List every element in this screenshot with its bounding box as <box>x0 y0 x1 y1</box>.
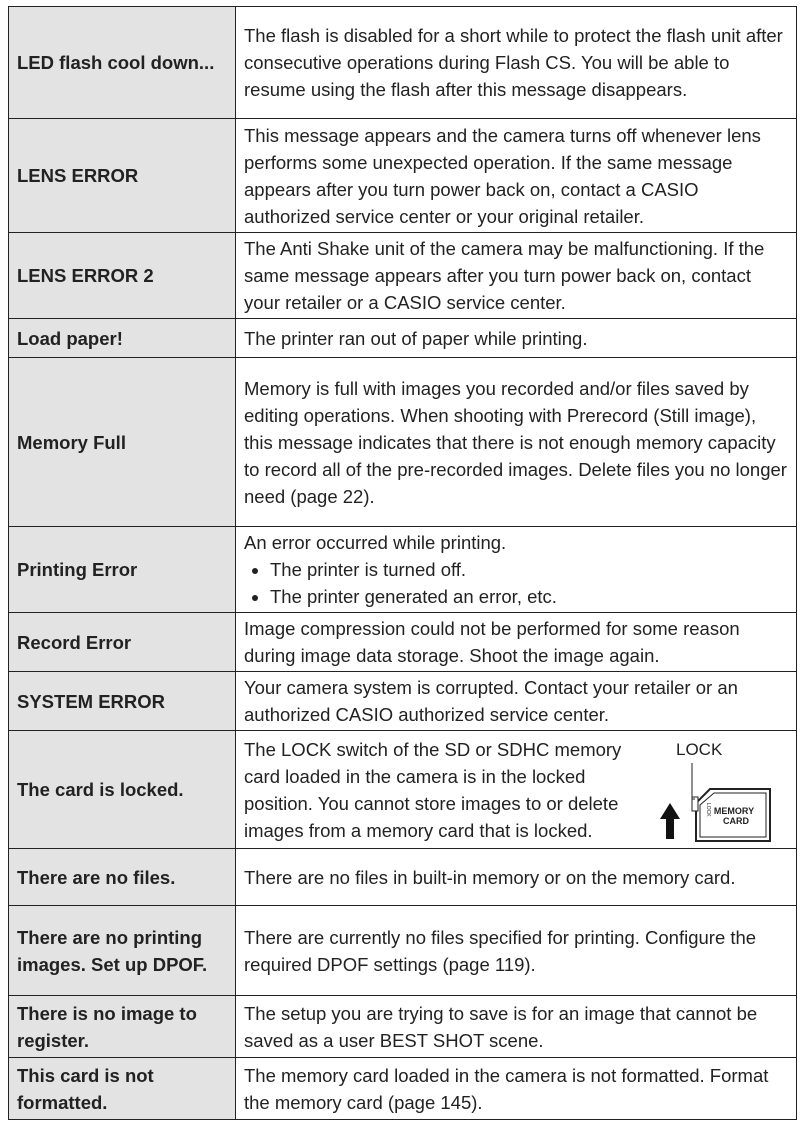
description: Memory is full with images you recorded … <box>244 377 787 507</box>
lock-switch <box>691 796 699 811</box>
description-cell: This message appears and the camera turn… <box>235 118 797 233</box>
lock-label: LOCK <box>676 740 723 759</box>
message-cell: Record Error <box>8 612 236 672</box>
table-row: Memory Full Memory is full with images yo… <box>8 357 797 527</box>
description-cell: Memory is full with images you recorded … <box>235 357 797 527</box>
card-text: MEMORY <box>714 806 754 816</box>
table-row: There are no files. There are no files in… <box>8 848 797 906</box>
description: The LOCK switch of the SD or SDHC memory… <box>244 738 622 841</box>
message-cell: There is no image to register. <box>8 995 236 1058</box>
description: This message appears and the camera turn… <box>244 124 761 227</box>
table-row: Load paper! The printer ran out of paper … <box>8 318 797 358</box>
error-table: LED flash cool down... The flash is disab… <box>8 6 797 1120</box>
message-cell: LENS ERROR 2 <box>8 232 236 319</box>
description: The setup you are trying to save is for … <box>244 1002 758 1051</box>
message-cell: There are no printing images. Set up DPO… <box>8 905 236 996</box>
description-cell: The printer ran out of paper while print… <box>235 318 797 358</box>
figure-wrap: The LOCK switch of the SD or SDHC memory… <box>244 735 788 845</box>
arrow <box>660 802 680 839</box>
bullet-item: The printer is turned off. <box>270 556 788 583</box>
description-cell: There are no files in built-in memory or… <box>235 848 797 906</box>
card-inner <box>699 792 767 837</box>
message-cell: There are no files. <box>8 848 236 906</box>
message-cell: SYSTEM ERROR <box>8 671 236 731</box>
table-row: The card is locked. The LOCK switch of th… <box>8 730 797 849</box>
message-cell: This card is not formatted. <box>8 1057 236 1120</box>
description: There are no files in built-in memory or… <box>244 866 736 888</box>
table-row: Record Error Image compression could not … <box>8 612 797 672</box>
description: The printer ran out of paper while print… <box>244 327 588 349</box>
table-row: This card is not formatted. The memory ca… <box>8 1057 797 1120</box>
description-cell: The LOCK switch of the SD or SDHC memory… <box>235 730 797 849</box>
message-cell: Memory Full <box>8 357 236 527</box>
description: The flash is disabled for a short while … <box>244 25 783 100</box>
description-cell: The memory card loaded in the camera is … <box>235 1057 797 1120</box>
description-cell: The Anti Shake unit of the camera may be… <box>235 232 797 319</box>
bullet-item: The printer generated an error, etc. <box>270 583 788 610</box>
description: There are currently no files specified f… <box>244 926 757 975</box>
description-cell: The setup you are trying to save is for … <box>235 995 797 1058</box>
description-cell: An error occurred while printing. The pri… <box>235 526 797 613</box>
description-cell: Your camera system is corrupted. Contact… <box>235 671 797 731</box>
message-cell: LENS ERROR <box>8 118 236 233</box>
table-row: LENS ERROR This message appears and the c… <box>8 118 797 233</box>
table-row: LENS ERROR 2 The Anti Shake unit of the c… <box>8 232 797 319</box>
description: The memory card loaded in the camera is … <box>244 1064 769 1113</box>
message-cell: The card is locked. <box>8 730 236 849</box>
description: An error occurred while printing. <box>244 532 507 553</box>
switch-text: LOCK <box>705 803 711 817</box>
table-row: There are no printing images. Set up DPO… <box>8 905 797 996</box>
description-cell: There are currently no files specified f… <box>235 905 797 996</box>
table-row: Printing Error An error occurred while pr… <box>8 526 797 613</box>
card-text: CARD <box>723 816 749 826</box>
message-cell: Printing Error <box>8 526 236 613</box>
table-row: LED flash cool down... The flash is disab… <box>8 6 797 119</box>
bullet-list: The printer is turned off.The printer ge… <box>244 556 788 610</box>
message-cell: Load paper! <box>8 318 236 358</box>
description: Your camera system is corrupted. Contact… <box>244 677 738 725</box>
description: The Anti Shake unit of the camera may be… <box>244 238 765 313</box>
message-cell: LED flash cool down... <box>8 6 236 119</box>
table-row: There is no image to register. The setup … <box>8 995 797 1058</box>
description-cell: Image compression could not be performed… <box>235 612 797 672</box>
description: Image compression could not be performed… <box>244 618 740 666</box>
table-row: SYSTEM ERROR Your camera system is corrup… <box>8 671 797 731</box>
lock-leader <box>691 762 695 799</box>
description-cell: The flash is disabled for a short while … <box>235 6 797 119</box>
